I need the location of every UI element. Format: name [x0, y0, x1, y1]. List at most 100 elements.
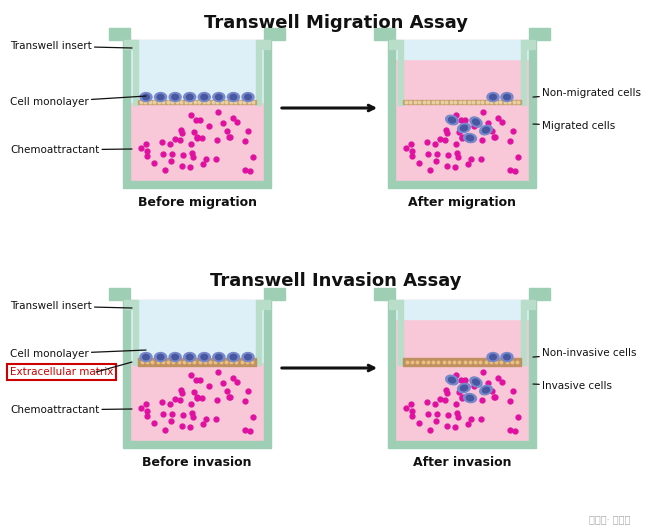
Bar	[529, 40, 536, 181]
Bar	[123, 181, 271, 188]
Text: Transwell insert: Transwell insert	[10, 41, 132, 51]
Bar	[124, 40, 133, 49]
Bar	[388, 300, 395, 441]
Bar	[109, 28, 130, 40]
Ellipse shape	[501, 93, 513, 102]
Ellipse shape	[490, 355, 497, 360]
Ellipse shape	[213, 352, 225, 361]
Ellipse shape	[157, 94, 164, 100]
Bar	[256, 300, 261, 365]
Ellipse shape	[242, 93, 254, 102]
Ellipse shape	[227, 93, 239, 102]
Text: Invasive cells: Invasive cells	[533, 381, 612, 391]
Ellipse shape	[464, 393, 476, 403]
Ellipse shape	[460, 125, 468, 131]
Ellipse shape	[458, 123, 470, 132]
Ellipse shape	[169, 352, 181, 361]
Ellipse shape	[198, 352, 210, 361]
Ellipse shape	[482, 387, 489, 393]
Ellipse shape	[470, 117, 482, 127]
Ellipse shape	[470, 377, 482, 387]
Ellipse shape	[448, 377, 456, 383]
Ellipse shape	[480, 385, 493, 395]
Text: Before invasion: Before invasion	[142, 456, 252, 469]
Bar	[123, 300, 130, 441]
Bar	[388, 441, 536, 448]
Text: Extracellular matrix: Extracellular matrix	[10, 367, 114, 377]
Bar	[529, 28, 550, 40]
Ellipse shape	[460, 385, 468, 391]
Bar	[374, 28, 395, 40]
Bar	[264, 288, 285, 300]
Bar	[526, 300, 535, 309]
Ellipse shape	[142, 94, 149, 100]
Bar	[264, 40, 271, 181]
Text: After migration: After migration	[408, 196, 516, 209]
Bar	[395, 300, 529, 319]
Ellipse shape	[458, 383, 470, 393]
Ellipse shape	[472, 379, 479, 385]
Ellipse shape	[504, 355, 510, 360]
Bar	[261, 40, 270, 49]
Ellipse shape	[216, 94, 222, 100]
Ellipse shape	[155, 352, 167, 361]
Bar	[138, 358, 256, 366]
Bar	[124, 300, 133, 309]
Ellipse shape	[198, 93, 210, 102]
Bar	[374, 288, 395, 300]
Ellipse shape	[140, 93, 152, 102]
Bar	[133, 40, 138, 104]
Ellipse shape	[155, 93, 167, 102]
Bar	[398, 300, 403, 365]
Ellipse shape	[213, 93, 225, 102]
Bar	[133, 300, 138, 365]
Ellipse shape	[490, 94, 497, 100]
Ellipse shape	[201, 94, 208, 100]
Bar	[130, 300, 264, 362]
Ellipse shape	[504, 94, 510, 100]
Text: Transwell Invasion Assay: Transwell Invasion Assay	[210, 272, 462, 290]
Bar	[398, 40, 403, 104]
Text: Non-invasive cells: Non-invasive cells	[533, 348, 636, 358]
Bar	[138, 100, 256, 104]
Text: Non-migrated cells: Non-migrated cells	[533, 88, 641, 98]
Ellipse shape	[487, 93, 499, 102]
Bar	[529, 288, 550, 300]
Ellipse shape	[230, 355, 237, 360]
Bar	[521, 300, 526, 365]
Ellipse shape	[140, 352, 152, 361]
Bar	[529, 300, 536, 441]
Bar	[395, 300, 529, 441]
Ellipse shape	[487, 352, 499, 361]
Ellipse shape	[501, 352, 513, 361]
Ellipse shape	[472, 119, 479, 125]
Text: After invasion: After invasion	[413, 456, 511, 469]
Bar	[389, 300, 398, 309]
Ellipse shape	[466, 395, 474, 401]
Ellipse shape	[446, 115, 458, 125]
Ellipse shape	[482, 127, 489, 133]
Ellipse shape	[183, 352, 196, 361]
Bar	[403, 100, 521, 104]
Ellipse shape	[183, 93, 196, 102]
Ellipse shape	[142, 355, 149, 360]
Text: Cell monolayer: Cell monolayer	[10, 96, 146, 107]
Text: Chemoattractant: Chemoattractant	[10, 145, 132, 155]
Bar	[403, 358, 521, 366]
Ellipse shape	[480, 125, 493, 135]
Bar	[264, 28, 285, 40]
Bar	[526, 40, 535, 49]
Ellipse shape	[466, 135, 474, 141]
Text: Before migration: Before migration	[138, 196, 257, 209]
Text: Transwell insert: Transwell insert	[10, 301, 132, 311]
Ellipse shape	[186, 355, 193, 360]
Ellipse shape	[172, 355, 179, 360]
Ellipse shape	[448, 117, 456, 123]
Ellipse shape	[245, 94, 251, 100]
Bar	[130, 40, 264, 181]
Ellipse shape	[242, 352, 254, 361]
Text: Transwell Migration Assay: Transwell Migration Assay	[204, 14, 468, 32]
Bar	[123, 40, 130, 181]
Bar	[521, 40, 526, 104]
Ellipse shape	[169, 93, 181, 102]
